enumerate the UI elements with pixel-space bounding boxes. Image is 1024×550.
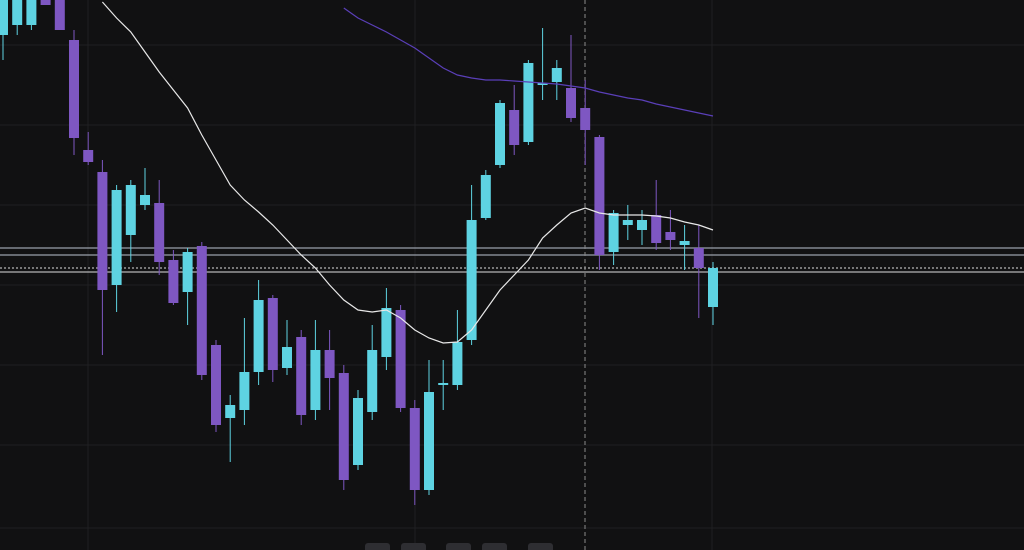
candle-body (83, 150, 94, 162)
candle-body (466, 220, 477, 340)
candle-body (338, 373, 349, 480)
candle-body (225, 405, 236, 418)
candle-body (26, 0, 37, 25)
toolbar-button[interactable] (528, 543, 553, 550)
candle-body (566, 88, 576, 118)
candle-body (424, 392, 434, 490)
candle-body (324, 350, 335, 378)
candle-body (154, 203, 165, 262)
candle-body (310, 350, 321, 410)
toolbar-button[interactable] (365, 543, 390, 550)
candle-body (282, 347, 292, 368)
candle-body (608, 213, 619, 252)
candle-body (168, 260, 179, 303)
candle-body (182, 252, 193, 292)
candle-body (537, 83, 548, 85)
candle-body (211, 345, 221, 425)
candle-body (452, 342, 463, 385)
candle-body (480, 175, 491, 218)
candle-body (267, 298, 278, 370)
candle-body (97, 172, 108, 290)
candle-body (551, 68, 562, 82)
candle-body (381, 308, 392, 357)
toolbar-button[interactable] (482, 543, 507, 550)
candles (0, 0, 718, 505)
candle-body (651, 215, 662, 243)
candle-body (111, 190, 122, 285)
candle-body (367, 350, 378, 412)
candle-body (708, 268, 718, 307)
candle-body (0, 0, 8, 35)
candle-body (409, 408, 420, 490)
candle-body (495, 103, 505, 165)
toolbar (365, 543, 553, 550)
candle-body (594, 137, 605, 255)
candle-body (12, 0, 23, 25)
candle-body (69, 40, 79, 138)
candle-body (693, 248, 704, 268)
candle-body (253, 300, 264, 372)
candle-body (353, 398, 363, 465)
candle-body (40, 0, 51, 5)
candle-body (523, 63, 534, 142)
candle-body (679, 241, 690, 245)
candle-body (395, 310, 406, 408)
candle-body (580, 108, 591, 130)
candle-body (54, 0, 65, 30)
candle-body (296, 337, 307, 415)
candle-body (438, 383, 449, 385)
moving-average (101, 1, 714, 344)
candle-body (239, 372, 250, 410)
toolbar-button[interactable] (401, 543, 426, 550)
candle-body (665, 232, 676, 240)
candle-body (196, 246, 207, 375)
candle-body (125, 185, 136, 235)
candle-body (622, 220, 633, 225)
toolbar-button[interactable] (446, 543, 471, 550)
candle-body (140, 195, 150, 205)
candle-body (509, 110, 520, 145)
candle-body (637, 220, 647, 230)
moving-average (343, 7, 714, 117)
